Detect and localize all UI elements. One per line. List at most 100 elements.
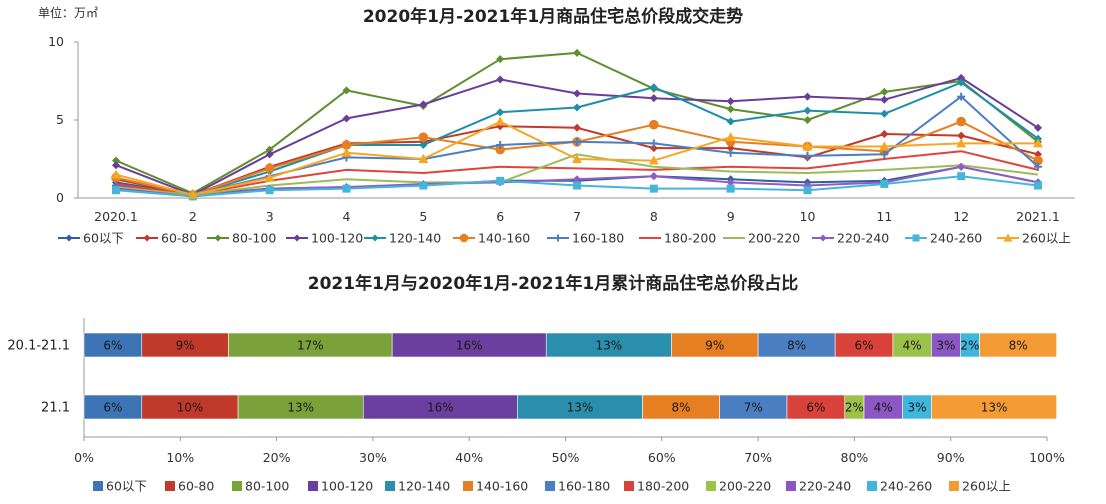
- bar-legend-label: 200-220: [719, 479, 771, 494]
- line-series-point: [803, 186, 812, 195]
- bar-segment-label: 9%: [705, 339, 724, 353]
- line-series-point: [957, 92, 966, 101]
- bar-segment: [83, 332, 143, 358]
- line-series-point: [342, 184, 351, 193]
- bar-chart-x-tick: 30%: [359, 450, 387, 465]
- bar-chart-x-tick: 50%: [552, 450, 580, 465]
- bar-legend-item: 200-220: [706, 479, 771, 494]
- bar-legend-swatch: [545, 481, 555, 491]
- bar-segment: [545, 332, 672, 358]
- bar-legend-swatch: [232, 481, 242, 491]
- line-legend-label: 60以下: [83, 231, 124, 246]
- line-legend-marker: [371, 234, 379, 242]
- line-chart-x-tick: 3: [266, 209, 274, 224]
- line-series-point: [112, 186, 120, 195]
- line-series-point: [880, 130, 889, 139]
- line-series-point: [419, 181, 428, 190]
- line-chart-y-ticks: 0 5 10: [48, 34, 78, 205]
- line-legend-item: 120-140: [364, 231, 441, 246]
- bar-segment-label: 4%: [874, 401, 893, 415]
- line-chart-x-tick: 7: [573, 209, 581, 224]
- line-series-point: [726, 105, 735, 114]
- line-series-point: [956, 116, 966, 127]
- line-chart-unit-label: 单位：万㎡: [38, 5, 98, 20]
- line-legend-item: 160-180: [547, 231, 624, 246]
- line-legend-marker: [912, 234, 920, 242]
- bar-chart-legend: 60以下 60-80 80-100 100-120 120-140 140-160 160-…: [93, 479, 1011, 494]
- line-series-point: [803, 92, 812, 101]
- line-legend-label: 260以上: [1022, 231, 1071, 246]
- bar-legend-item: 240-260: [867, 479, 932, 494]
- bar-segment: [391, 332, 547, 358]
- line-series-point: [419, 100, 428, 109]
- line-chart-x-tick: 8: [650, 209, 658, 224]
- line-chart-x-ticks: 2020.1 2 3 4 5 6 7 8 9 10 11 12 2021.1: [94, 209, 1060, 224]
- line-legend-item: 220-240: [812, 231, 889, 246]
- line-series-point: [649, 139, 658, 148]
- bar-chart-x-tick: 90%: [937, 450, 965, 465]
- line-legend-marker: [1003, 233, 1013, 242]
- line-legend-marker: [293, 234, 301, 242]
- line-series-point: [1033, 155, 1043, 166]
- line-legend-item: 80-100: [207, 231, 276, 246]
- line-legend-item: 240-260: [905, 231, 982, 246]
- line-series-point: [957, 172, 966, 181]
- line-series-point: [726, 178, 735, 187]
- bar-segment: [517, 394, 643, 420]
- line-legend-marker: [459, 233, 469, 243]
- bar-segment-label: 16%: [456, 339, 483, 353]
- bar-segment: [931, 332, 961, 358]
- line-legend-label: 200-220: [748, 231, 800, 246]
- line-series-point: [496, 55, 505, 64]
- line-chart-x-tick: 5: [419, 209, 427, 224]
- bar-legend-label: 60以下: [106, 479, 147, 494]
- bar-segment: [237, 394, 364, 420]
- line-chart-x-tick: 10: [800, 209, 816, 224]
- line-series-point: [496, 176, 505, 185]
- bar-segment-label: 13%: [595, 339, 622, 353]
- line-series-point: [879, 141, 890, 151]
- line-chart-series: [111, 48, 1043, 201]
- line-series-point: [957, 78, 966, 87]
- line-chart-legend: 60以下 60-80 80-100 100-120 120-140 140-160 160-…: [58, 231, 1071, 246]
- line-legend-item: 140-160: [453, 231, 530, 246]
- bar-chart-x-tick: 100%: [1029, 450, 1065, 465]
- line-series-point: [496, 140, 505, 149]
- line-series-point: [112, 161, 120, 170]
- bar-segment: [642, 394, 720, 420]
- line-legend-label: 100-120: [311, 231, 363, 246]
- bar-chart-x-tick: 60%: [648, 450, 676, 465]
- bar-chart-x-tick: 40%: [455, 450, 483, 465]
- line-legend-item: 180-200: [639, 231, 716, 246]
- bar-segment-label: 8%: [1009, 339, 1028, 353]
- line-series-point: [880, 95, 889, 104]
- line-series-point: [573, 48, 581, 57]
- bar-legend-item: 260以上: [949, 479, 1011, 494]
- bar-legend-item: 60-80: [165, 479, 214, 494]
- line-series-point: [342, 86, 351, 95]
- bar-legend-item: 60以下: [93, 479, 147, 494]
- line-series-point: [111, 169, 121, 179]
- bar-segment-label: 13%: [287, 401, 314, 415]
- line-series-point: [342, 114, 351, 123]
- line-series-point: [956, 138, 967, 148]
- bar-legend-swatch: [463, 481, 473, 491]
- bar-segment-label: 3%: [936, 339, 955, 353]
- bar-segment: [719, 394, 788, 420]
- line-series-point: [187, 189, 198, 199]
- line-series-point: [341, 140, 352, 150]
- bar-segment: [228, 332, 393, 358]
- bar-legend-label: 260以上: [962, 479, 1011, 494]
- bar-legend-label: 140-160: [476, 479, 528, 494]
- bar-legend-label: 220-240: [799, 479, 851, 494]
- line-series-point: [573, 181, 581, 190]
- bar-legend-swatch: [165, 481, 175, 491]
- line-series-point: [573, 137, 581, 146]
- line-series-point: [573, 89, 581, 98]
- line-series-point: [264, 172, 275, 182]
- line-chart-title: 2020年1月-2021年1月商品住宅总价段成交走势: [363, 6, 743, 27]
- line-series-point: [880, 179, 889, 188]
- bar-legend-swatch: [385, 481, 395, 491]
- line-series-point: [649, 184, 658, 193]
